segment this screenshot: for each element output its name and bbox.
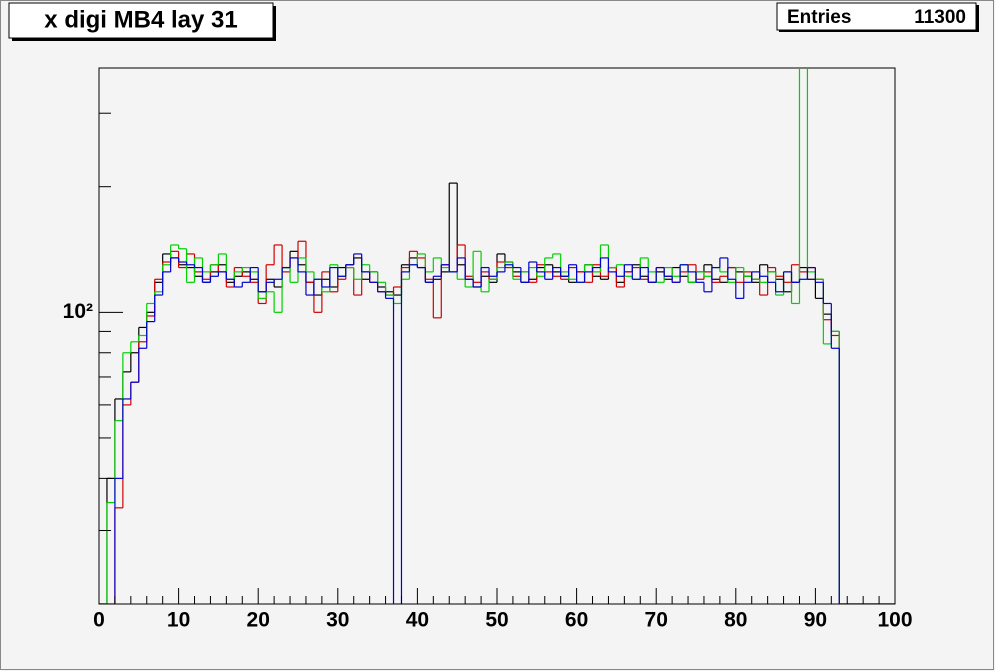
x-tick-label: 80 [724, 609, 747, 632]
histograms [99, 68, 895, 604]
x-tick-label: 90 [804, 609, 827, 632]
x-tick-label: 10 [167, 609, 190, 632]
x-tick-label: 70 [645, 609, 668, 632]
x-tick-label: 30 [326, 609, 349, 632]
x-tick-label: 0 [93, 609, 105, 632]
x-tick-label: 20 [247, 609, 270, 632]
x-tick-label: 60 [565, 609, 588, 632]
stats-value: 11300 [914, 7, 966, 28]
title-box [8, 2, 274, 39]
x-tick-label: 100 [877, 609, 912, 632]
stats-box [776, 2, 977, 31]
y-tick-label: 10² [63, 300, 93, 323]
chart-title: x digi MB4 lay 31 [44, 6, 237, 33]
frame [98, 67, 896, 605]
axes: 0 10 20 30 40 50 60 70 80 90 100 10² [63, 112, 913, 632]
x-tick-label: 40 [406, 609, 429, 632]
x-tick-label: 50 [485, 609, 508, 632]
stats-label: Entries [787, 7, 851, 28]
